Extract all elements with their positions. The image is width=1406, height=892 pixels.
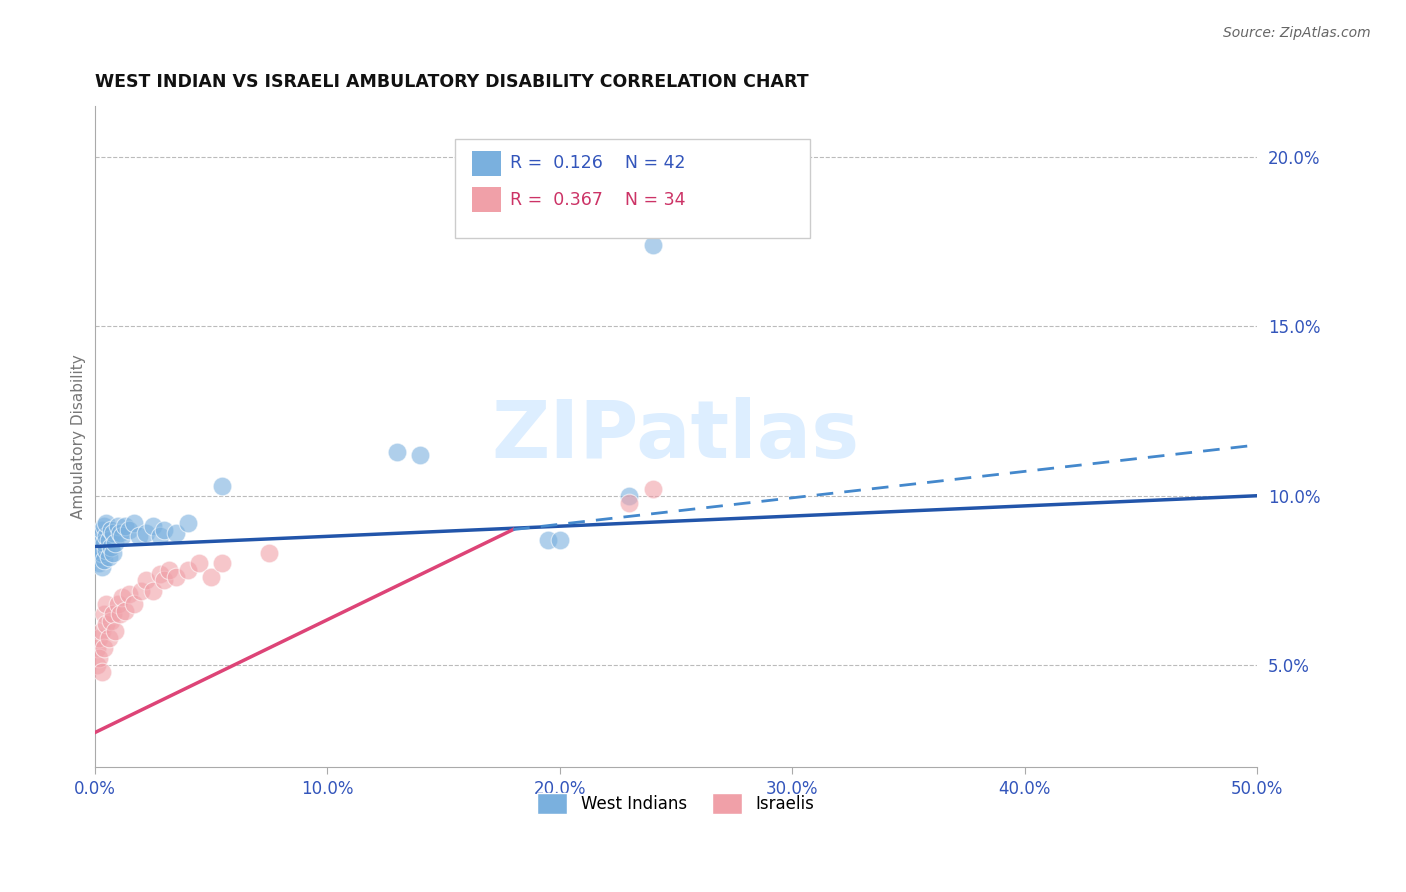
Point — [200, 570, 222, 584]
Point — [149, 529, 172, 543]
Legend: West Indians, Israelis: West Indians, Israelis — [531, 786, 821, 821]
Point — [96, 516, 118, 530]
Point — [96, 597, 118, 611]
Point — [90, 546, 112, 560]
Point — [165, 570, 187, 584]
Point — [157, 563, 180, 577]
Point — [548, 533, 571, 547]
Point — [111, 529, 134, 543]
Point — [96, 542, 118, 557]
Point — [142, 583, 165, 598]
Point — [114, 604, 136, 618]
Point — [108, 526, 131, 541]
Point — [101, 526, 124, 541]
Point — [188, 557, 211, 571]
Point — [104, 624, 127, 639]
Point — [101, 607, 124, 622]
Point — [118, 587, 141, 601]
Point — [89, 546, 111, 560]
Point — [93, 553, 115, 567]
Point — [101, 546, 124, 560]
Point — [619, 489, 641, 503]
Point — [619, 495, 641, 509]
FancyBboxPatch shape — [456, 139, 810, 238]
Point — [257, 546, 280, 560]
Point — [97, 533, 120, 547]
Point — [149, 566, 172, 581]
Point — [176, 516, 198, 530]
Point — [89, 529, 111, 543]
Point — [89, 557, 111, 571]
Point — [108, 607, 131, 622]
Point — [90, 559, 112, 574]
Point — [128, 529, 150, 543]
Point — [90, 665, 112, 679]
Point — [93, 641, 115, 656]
Point — [385, 444, 408, 458]
Point — [89, 651, 111, 665]
Point — [122, 516, 145, 530]
Y-axis label: Ambulatory Disability: Ambulatory Disability — [72, 354, 86, 519]
Point — [97, 631, 120, 645]
Point — [176, 563, 198, 577]
Point — [90, 523, 112, 537]
Text: WEST INDIAN VS ISRAELI AMBULATORY DISABILITY CORRELATION CHART: WEST INDIAN VS ISRAELI AMBULATORY DISABI… — [94, 73, 808, 91]
Point — [211, 557, 233, 571]
Point — [107, 519, 129, 533]
Point — [100, 523, 122, 537]
Point — [100, 540, 122, 554]
Point — [86, 540, 108, 554]
Point — [641, 238, 664, 252]
Point — [537, 533, 560, 547]
Point — [409, 448, 432, 462]
Point — [153, 523, 176, 537]
Point — [86, 549, 108, 564]
Text: R =  0.367    N = 34: R = 0.367 N = 34 — [509, 191, 685, 209]
Point — [86, 641, 108, 656]
Point — [96, 617, 118, 632]
Point — [100, 614, 122, 628]
Point — [142, 519, 165, 533]
Point — [93, 607, 115, 622]
Point — [93, 519, 115, 533]
Point — [96, 529, 118, 543]
Text: ZIPatlas: ZIPatlas — [492, 398, 860, 475]
Point — [135, 574, 157, 588]
Point — [90, 624, 112, 639]
Point — [114, 519, 136, 533]
Point — [135, 526, 157, 541]
Point — [104, 536, 127, 550]
Point — [97, 549, 120, 564]
Point — [93, 536, 115, 550]
FancyBboxPatch shape — [472, 187, 502, 212]
Point — [86, 658, 108, 673]
FancyBboxPatch shape — [472, 151, 502, 176]
Point — [153, 574, 176, 588]
Point — [165, 526, 187, 541]
Text: Source: ZipAtlas.com: Source: ZipAtlas.com — [1223, 26, 1371, 40]
Point — [111, 591, 134, 605]
Point — [641, 482, 664, 496]
Point — [129, 583, 152, 598]
Point — [107, 597, 129, 611]
Point — [211, 478, 233, 492]
Text: R =  0.126    N = 42: R = 0.126 N = 42 — [509, 154, 685, 172]
Point — [90, 533, 112, 547]
Point — [89, 631, 111, 645]
Point — [122, 597, 145, 611]
Point — [118, 523, 141, 537]
